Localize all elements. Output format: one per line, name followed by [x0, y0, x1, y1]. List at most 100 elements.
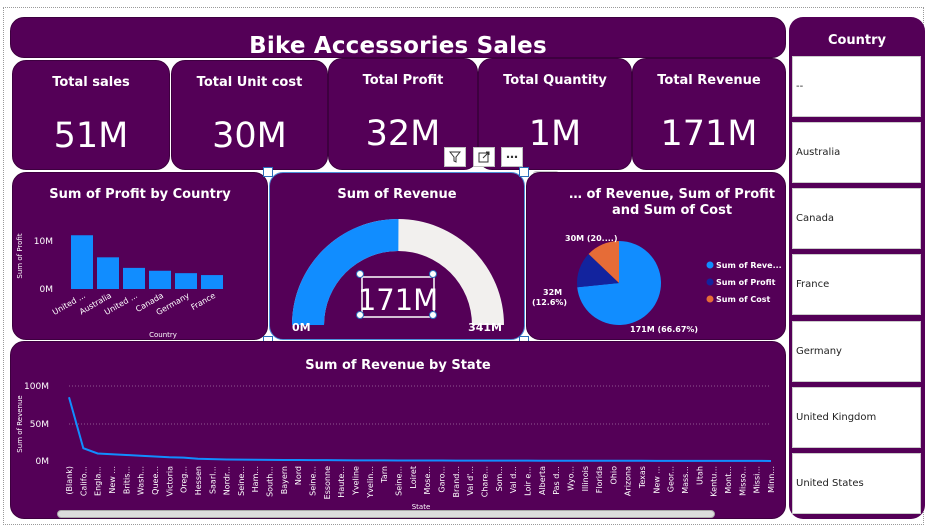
x-tick-label: Seine...	[237, 466, 246, 496]
x-tick-label: Britis...	[122, 466, 131, 494]
bar-0[interactable]	[71, 235, 93, 289]
slicer-item[interactable]: Australia	[792, 122, 921, 183]
pie-data-label-profit: 32M	[543, 288, 562, 297]
bar-5[interactable]	[201, 275, 223, 289]
x-axis-title: State	[412, 503, 431, 511]
kpi-label: Total Quantity	[503, 73, 607, 88]
y-axis-title: Sum of Revenue	[16, 395, 24, 452]
x-tick-label: Wyo...	[566, 466, 575, 491]
slicer-item[interactable]: United Kingdom	[792, 387, 921, 448]
bar-4[interactable]	[175, 273, 197, 289]
gauge-value-resize-handle[interactable]	[429, 311, 437, 319]
y-tick-label: 0M	[40, 285, 54, 295]
y-tick-label: 10M	[34, 237, 53, 247]
revenue-profit-cost-pie-visual[interactable]: … of Revenue, Sum of Profit and Sum of C…	[526, 172, 786, 340]
pie-slice-2[interactable]	[588, 241, 619, 283]
x-tick-label: Saarl...	[208, 466, 217, 494]
slicer-item[interactable]: --	[792, 56, 921, 117]
x-tick-label: Seine...	[395, 466, 404, 496]
x-tick-label: Engla...	[94, 466, 103, 496]
x-tick-label: Texas	[638, 466, 647, 489]
gauge-max-label: 341M	[468, 321, 502, 334]
x-tick-label: Seine...	[309, 466, 318, 496]
x-tick-label: Haute...	[337, 466, 346, 498]
x-tick-label: Florida	[595, 466, 604, 493]
x-tick-label: New ...	[652, 466, 661, 494]
profit-by-country-visual[interactable]: Sum of Profit by Country Sum of Profit 1…	[12, 172, 268, 340]
y-axis-title: Sum of Profit	[16, 233, 24, 278]
legend-marker-profit	[706, 278, 714, 286]
x-tick-label: Val d'...	[466, 466, 475, 495]
visual-resize-handle-top-right[interactable]	[519, 167, 529, 177]
bar-3[interactable]	[149, 270, 171, 289]
kpi-card-total-sales[interactable]: Total sales 51M	[12, 60, 170, 170]
visual-title: Sum of Revenue	[337, 187, 457, 202]
revenue-gauge: 171M 0M 341M	[292, 219, 504, 334]
gauge-value: 171M	[358, 283, 438, 317]
profit-bar-chart: Sum of Profit 10M 0M Country United ...A…	[16, 233, 223, 339]
x-tick-label: Misso...	[738, 466, 747, 496]
kpi-value: 51M	[53, 116, 129, 156]
x-tick-label: Hessen	[194, 466, 203, 495]
kpi-value: 32M	[365, 114, 441, 154]
x-tick-label: Loir e...	[523, 466, 532, 496]
slicer-item[interactable]: United States	[792, 453, 921, 514]
pie-data-label-revenue: 171M (66.67%)	[630, 325, 698, 334]
slicer-header: Country	[827, 33, 887, 48]
focus-mode-icon[interactable]	[473, 147, 495, 167]
bar-1[interactable]	[97, 257, 119, 289]
x-tick-label: New ...	[108, 466, 117, 494]
gauge-value-resize-handle[interactable]	[356, 311, 364, 319]
x-tick-label: Wash...	[137, 466, 146, 495]
country-slicer: Country -- Australia Canada France Germa…	[789, 17, 925, 519]
legend-marker-revenue	[706, 261, 714, 269]
legend-item-cost[interactable]: Sum of Cost	[716, 295, 770, 304]
x-tick-label: Mont...	[724, 466, 733, 494]
slicer-item[interactable]: Canada	[792, 188, 921, 249]
kpi-label: Total Revenue	[657, 73, 761, 88]
legend-item-revenue[interactable]: Sum of Reve...	[716, 261, 782, 270]
x-tick-label: Missi...	[753, 466, 762, 493]
gauge-value-resize-handle[interactable]	[429, 270, 437, 278]
legend-marker-cost	[706, 295, 714, 303]
report-title-banner: Bike Accessories Sales	[10, 17, 786, 59]
pie-slice-0[interactable]	[577, 241, 661, 325]
kpi-value: 171M	[660, 114, 758, 154]
pie-slice-1[interactable]	[577, 254, 619, 288]
gauge-value-resize-handle[interactable]	[356, 270, 364, 278]
x-tick-label: Minn...	[767, 466, 776, 493]
x-tick-label: Arizona	[624, 466, 633, 496]
gauge-fill	[292, 219, 399, 325]
more-options-icon[interactable]: ⋯	[501, 147, 523, 167]
x-tick-label: Illinois	[581, 466, 590, 491]
x-tick-label: Garo...	[437, 466, 446, 493]
slicer-item[interactable]: Germany	[792, 321, 921, 382]
revenue-gauge-visual[interactable]: Sum of Revenue 171M 0M 341M	[269, 172, 525, 340]
gauge-value-selection	[361, 276, 435, 318]
pie-data-label-cost: 30M (20....)	[565, 234, 617, 243]
kpi-label: Total sales	[52, 75, 130, 90]
kpi-card-total-revenue[interactable]: Total Revenue 171M	[632, 58, 786, 170]
kpi-label: Total Profit	[362, 73, 444, 88]
x-tick-label: Geor...	[667, 466, 676, 492]
x-tick-label: South...	[266, 466, 275, 497]
x-tick-label: Nordr...	[223, 466, 232, 495]
x-axis-title: Country	[149, 331, 177, 339]
revenue-series-line	[68, 396, 772, 462]
x-tick-label: Yveline	[352, 466, 361, 496]
revenue-by-state-visual[interactable]: Sum of Revenue by State Sum of Revenue 1…	[10, 341, 786, 519]
x-tick-label: Mose...	[423, 466, 432, 495]
slicer-item[interactable]: France	[792, 254, 921, 315]
bar-2[interactable]	[123, 267, 145, 289]
filter-icon[interactable]	[444, 147, 466, 167]
x-tick-label: Utah	[695, 466, 704, 485]
x-tick-label: Victoria	[165, 466, 174, 496]
horizontal-scrollbar[interactable]	[57, 510, 715, 518]
legend-item-profit[interactable]: Sum of Profit	[716, 278, 776, 287]
x-tick-label: Val d...	[509, 466, 518, 493]
kpi-card-total-unit-cost[interactable]: Total Unit cost 30M	[171, 60, 328, 170]
visual-resize-handle-top-left[interactable]	[263, 167, 273, 177]
x-tick-label: Alberta	[538, 466, 547, 495]
report-title: Bike Accessories Sales	[249, 33, 547, 59]
x-tick-label: Bayern	[280, 466, 289, 494]
